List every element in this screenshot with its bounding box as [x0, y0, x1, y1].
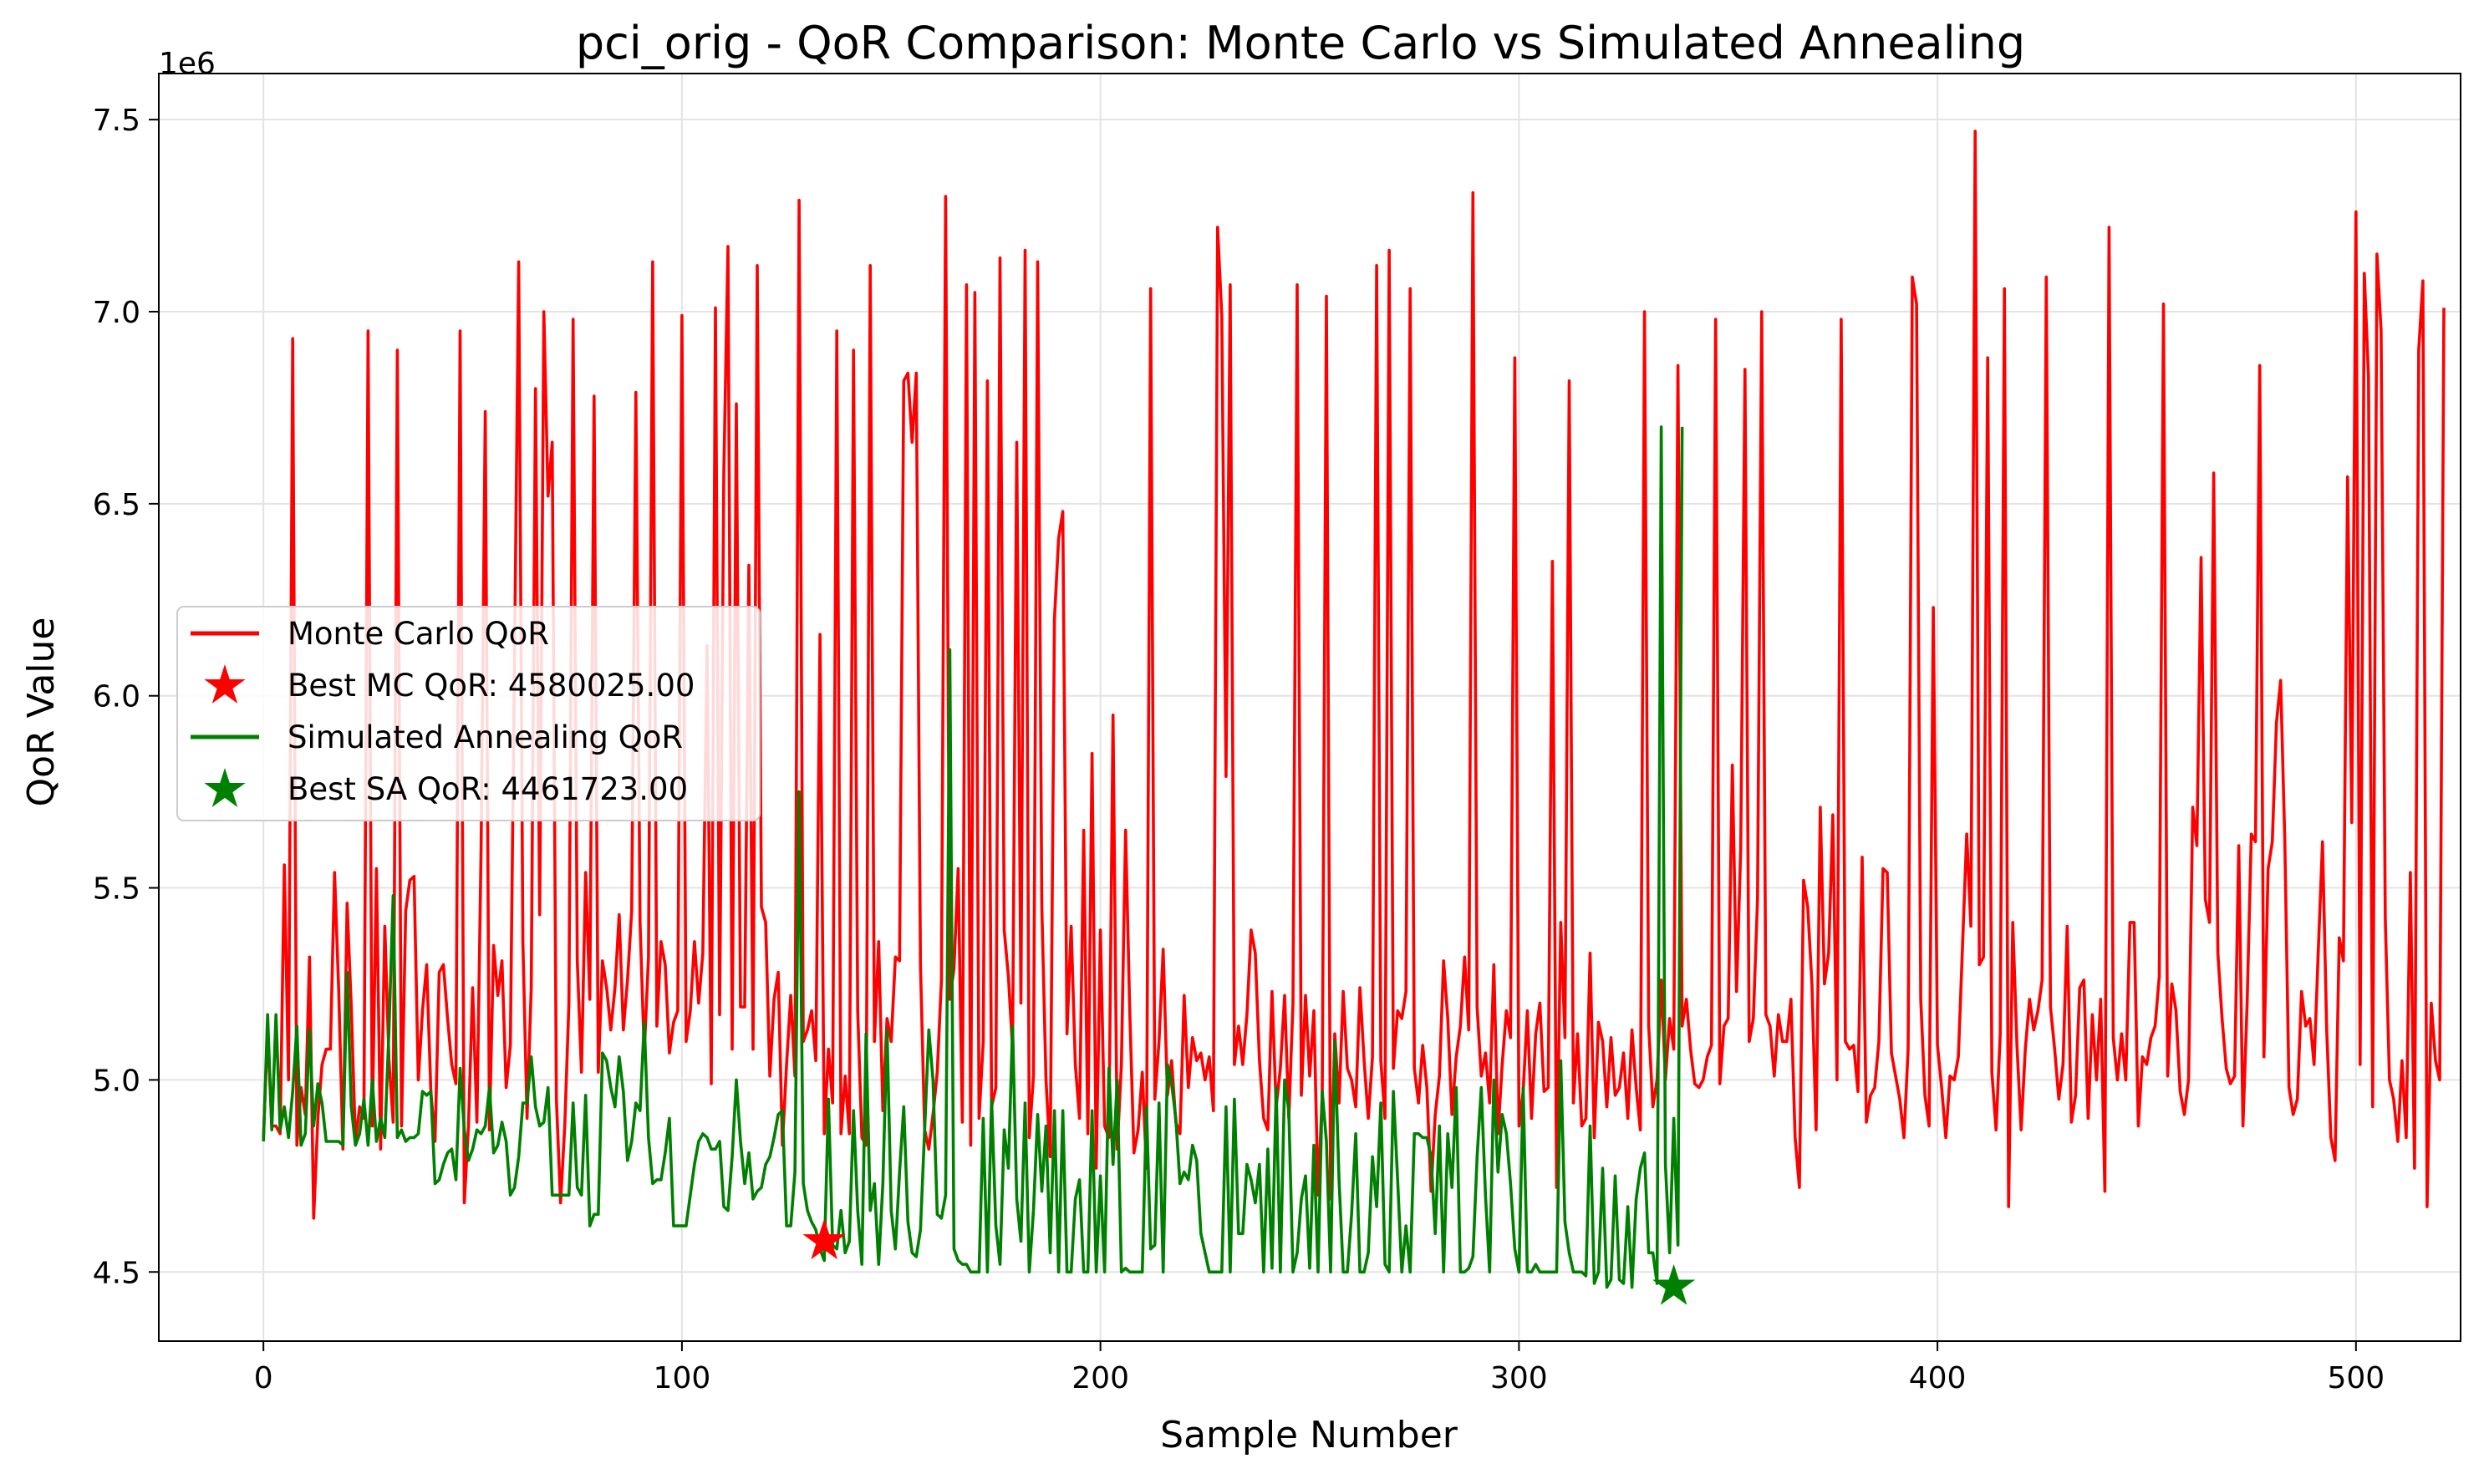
y-axis-label: QoR Value: [20, 617, 63, 807]
legend-mc-best-label: Best MC QoR: 4580025.00: [288, 668, 695, 704]
x-tick-label: 400: [1909, 1361, 1967, 1395]
y-tick-label: 5.0: [93, 1064, 140, 1098]
y-tick-label: 4.5: [93, 1256, 140, 1290]
y-tick-label: 7.5: [93, 104, 140, 138]
plot-frame: [158, 73, 2461, 1342]
legend-mc-line-label: Monte Carlo QoR: [288, 616, 549, 652]
x-tick-label: 200: [1071, 1361, 1129, 1395]
legend-sa-star-swatch: [204, 768, 246, 807]
simulated-annealing-line: [262, 425, 1684, 1289]
y-tick-label: 6.0: [93, 680, 140, 714]
tick-layer: 0 100 200 300 400 500 4.5 5.0 5.5 6.0 6.5 7.0 7.5: [93, 104, 2385, 1395]
legend-mc-star-swatch: [204, 664, 246, 704]
legend: Monte Carlo QoR Best MC QoR: 4580025.00 …: [176, 606, 761, 821]
chart-title: pci_orig - QoR Comparison: Monte Carlo v…: [576, 17, 2025, 69]
legend-sa-best-label: Best SA QoR: 4461723.00: [288, 771, 688, 807]
y-tick-label: 5.5: [93, 872, 140, 907]
x-axis-label: Sample Number: [1160, 1414, 1458, 1456]
best-sa-star-marker: [1652, 1263, 1696, 1305]
monte-carlo-line: [262, 130, 2446, 1220]
x-tick-label: 500: [2327, 1361, 2385, 1395]
best-mc-star-marker: [802, 1218, 846, 1260]
data-layer: [262, 130, 2446, 1305]
legend-frame: [176, 606, 761, 821]
x-tick-label: 300: [1490, 1361, 1548, 1395]
grid-layer: [159, 74, 2461, 1341]
y-tick-label: 7.0: [93, 296, 140, 330]
legend-sa-line-label: Simulated Annealing QoR: [288, 719, 683, 755]
y-offset-label: 1e6: [159, 47, 216, 81]
x-tick-label: 100: [654, 1361, 711, 1395]
x-tick-label: 0: [254, 1361, 273, 1395]
y-tick-label: 6.5: [93, 488, 140, 522]
